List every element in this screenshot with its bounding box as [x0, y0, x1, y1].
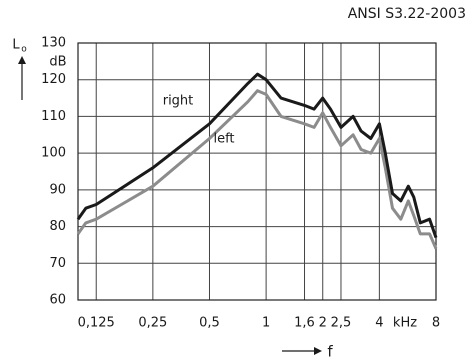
y-tick-label: 120 — [41, 72, 66, 87]
y-axis-label-sub: o — [21, 45, 27, 55]
plot-frame — [77, 42, 437, 301]
line-0 — [76, 72, 438, 239]
y-tick-label: 100 — [41, 146, 66, 161]
y-axis-label: L — [12, 38, 20, 53]
y-tick-label: 110 — [41, 109, 66, 124]
x-tick-label: 0,25 — [138, 316, 167, 331]
series-label: left — [213, 132, 234, 147]
x-unit: kHz — [393, 316, 417, 331]
x-tick-label: 2,5 — [331, 316, 352, 331]
x-arrow-head — [314, 347, 322, 355]
y-tick-label: 70 — [49, 256, 66, 271]
chart-title: ANSI S3.22-2003 — [348, 6, 466, 22]
x-axis-label: f — [327, 343, 333, 361]
y-tick-label: 80 — [49, 219, 66, 234]
series-label: right — [163, 94, 194, 109]
line-1 — [76, 89, 438, 250]
x-tick-label: 1,6 — [294, 316, 315, 331]
y-tick-label: 60 — [49, 293, 66, 308]
x-tick-label: 1 — [262, 316, 270, 331]
x-tick-label: 0,125 — [78, 316, 115, 331]
x-tick-label: 8 — [432, 316, 440, 331]
x-tick-label: 0,5 — [199, 316, 220, 331]
x-tick-label: 2 — [319, 316, 327, 331]
y-arrow-head — [18, 56, 26, 64]
y-tick-label: 90 — [49, 182, 66, 197]
y-tick-label: 130 — [41, 36, 66, 51]
x-tick-label: 4 — [375, 316, 383, 331]
y-unit: dB — [49, 55, 66, 70]
